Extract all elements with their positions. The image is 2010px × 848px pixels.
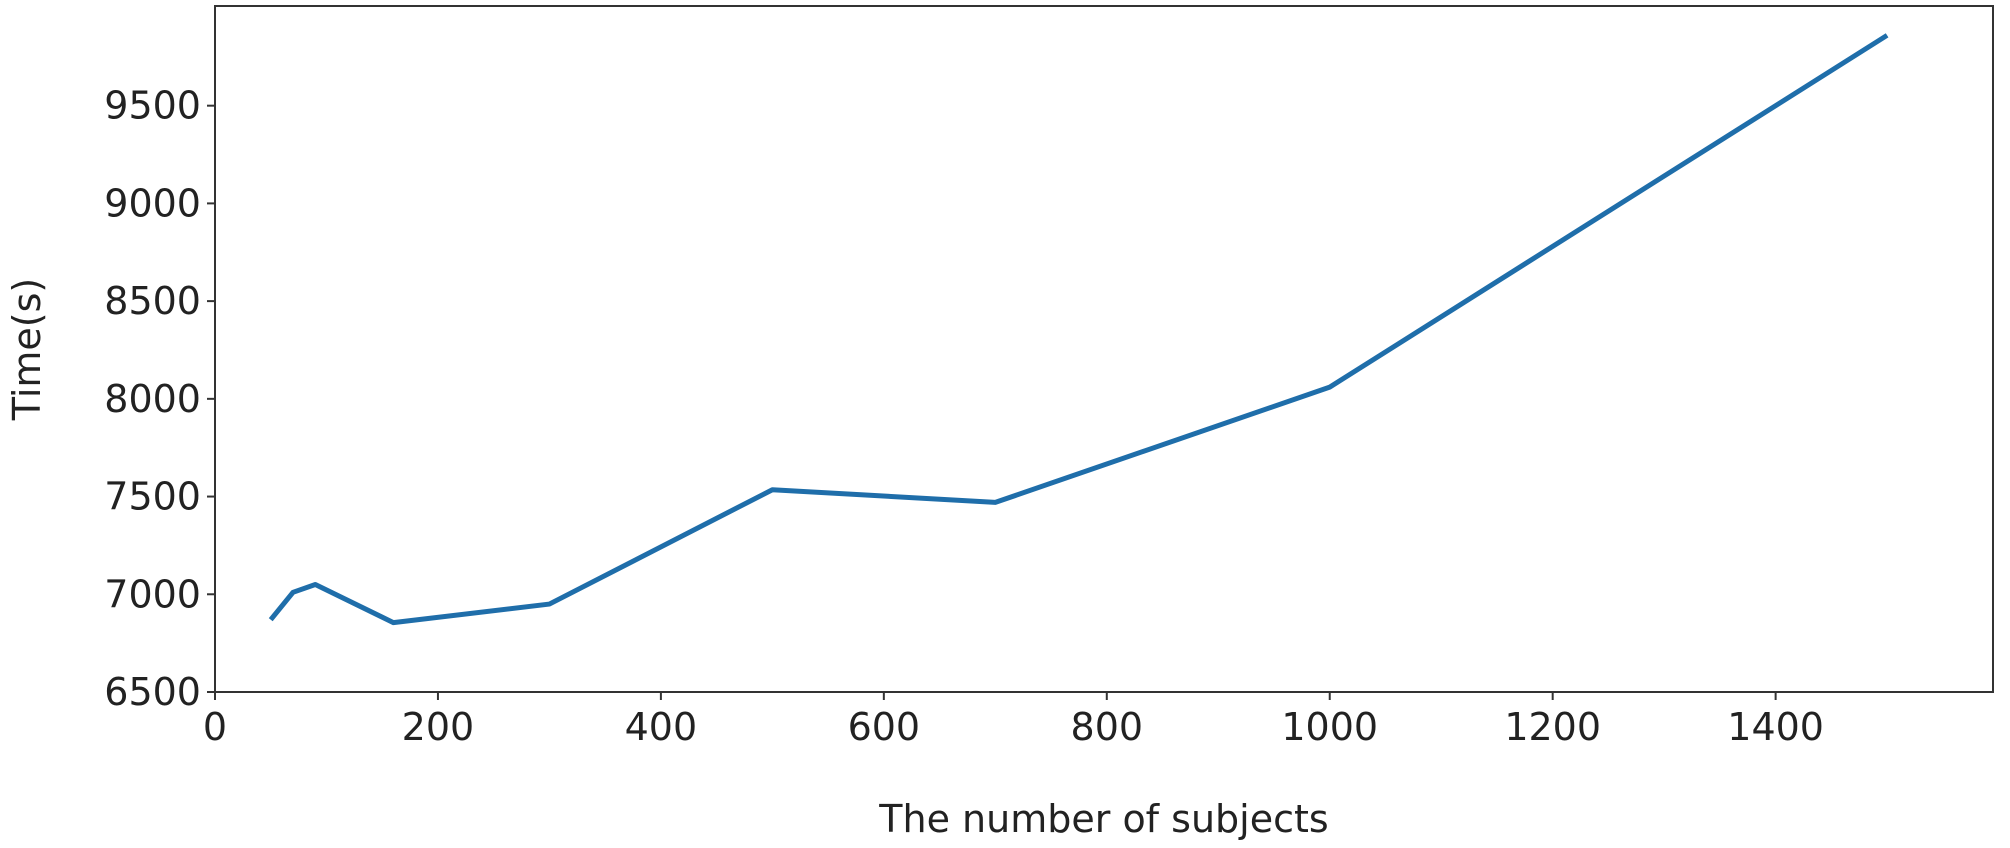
x-tick-label: 1000 — [1281, 705, 1378, 749]
plot-frame — [214, 5, 1994, 693]
y-tick-label: 9000 — [104, 181, 201, 225]
x-tick-label: 0 — [203, 705, 227, 749]
x-tick-label: 400 — [625, 705, 698, 749]
y-tick-label: 8000 — [104, 377, 201, 421]
x-tick-label: 1400 — [1727, 705, 1824, 749]
x-tick-label: 800 — [1071, 705, 1144, 749]
x-tick-label: 600 — [848, 705, 921, 749]
y-tick-label: 7500 — [104, 475, 201, 519]
y-tick-label: 6500 — [104, 670, 201, 714]
x-tick-label: 1200 — [1504, 705, 1601, 749]
y-tick-label: 9500 — [104, 84, 201, 128]
y-tick-label: 8500 — [104, 279, 201, 323]
y-axis-label: Time(s) — [5, 278, 49, 421]
data-line — [268, 33, 1889, 626]
x-axis-label: The number of subjects — [878, 797, 1328, 841]
y-tick-label: 7000 — [104, 572, 201, 616]
x-tick-label: 200 — [402, 705, 475, 749]
